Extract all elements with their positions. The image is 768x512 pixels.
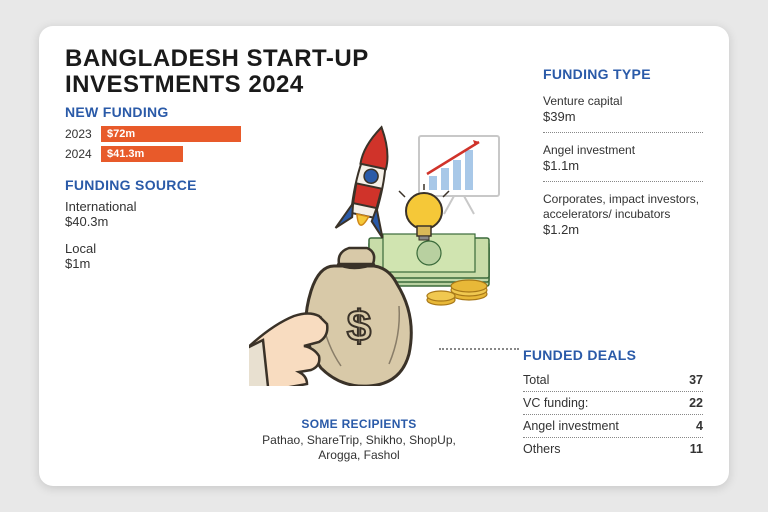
ft-item-vc: Venture capital $39m bbox=[543, 88, 703, 133]
bar-value-2023: $72m bbox=[107, 128, 135, 140]
funding-type-block: FUNDING TYPE Venture capital $39m Angel … bbox=[543, 66, 703, 249]
bar-row-2023: 2023 $72m bbox=[65, 126, 295, 142]
bar-2024: $41.3m bbox=[101, 146, 183, 162]
deals-label-vc: VC funding: bbox=[523, 396, 588, 410]
lightbulb-icon bbox=[399, 184, 449, 240]
bar-2023: $72m bbox=[101, 126, 241, 142]
deals-label-others: Others bbox=[523, 442, 561, 456]
funding-source-head: FUNDING SOURCE bbox=[65, 178, 295, 193]
connector-line bbox=[439, 348, 519, 350]
deals-row-total: Total 37 bbox=[523, 369, 703, 392]
ft-val-angel: $1.1m bbox=[543, 158, 703, 173]
svg-text:$: $ bbox=[347, 302, 371, 351]
fs-val-local: $1m bbox=[65, 256, 295, 271]
new-funding-head: NEW FUNDING bbox=[65, 104, 295, 120]
recipients-list: Pathao, ShareTrip, Shikho, ShopUp, Arogg… bbox=[249, 433, 469, 464]
ft-val-corp: $1.2m bbox=[543, 222, 703, 237]
left-column: NEW FUNDING 2023 $72m 2024 $41.3m FUNDIN… bbox=[65, 104, 295, 283]
deals-num-total: 37 bbox=[689, 373, 703, 387]
deals-num-others: 11 bbox=[690, 442, 703, 456]
recipients-block: SOME RECIPIENTS Pathao, ShareTrip, Shikh… bbox=[249, 417, 469, 464]
fs-val-intl: $40.3m bbox=[65, 214, 295, 229]
ft-item-corp: Corporates, impact investors, accelerato… bbox=[543, 186, 703, 245]
funding-source-block: FUNDING SOURCE International $40.3m Loca… bbox=[65, 178, 295, 271]
bar-year-2023: 2023 bbox=[65, 127, 101, 141]
rocket-icon bbox=[336, 122, 405, 238]
bar-row-2024: 2024 $41.3m bbox=[65, 146, 295, 162]
funded-deals-block: FUNDED DEALS Total 37 VC funding: 22 Ang… bbox=[523, 347, 703, 460]
deals-label-total: Total bbox=[523, 373, 549, 387]
cash-stack-icon bbox=[369, 234, 489, 286]
ft-val-vc: $39m bbox=[543, 109, 703, 124]
fs-label-local: Local bbox=[65, 241, 295, 256]
coins-icon bbox=[427, 280, 487, 305]
recipients-head: SOME RECIPIENTS bbox=[249, 417, 469, 431]
funded-deals-head: FUNDED DEALS bbox=[523, 347, 703, 363]
deals-num-vc: 22 bbox=[689, 396, 703, 410]
ft-label-vc: Venture capital bbox=[543, 94, 703, 109]
presentation-icon bbox=[419, 136, 499, 214]
deals-row-angel: Angel investment 4 bbox=[523, 415, 703, 438]
ft-label-angel: Angel investment bbox=[543, 143, 703, 158]
ft-label-corp: Corporates, impact investors, accelerato… bbox=[543, 192, 703, 222]
bar-value-2024: $41.3m bbox=[107, 148, 144, 160]
fs-item-local: Local $1m bbox=[65, 241, 295, 271]
fs-item-intl: International $40.3m bbox=[65, 199, 295, 229]
funding-type-head: FUNDING TYPE bbox=[543, 66, 703, 82]
ft-item-angel: Angel investment $1.1m bbox=[543, 137, 703, 182]
title-line-2: INVESTMENTS 2024 bbox=[65, 71, 304, 98]
fs-label-intl: International bbox=[65, 199, 295, 214]
infographic-card: BANGLADESH START-UP INVESTMENTS 2024 NEW… bbox=[39, 26, 729, 486]
deals-num-angel: 4 bbox=[696, 419, 703, 433]
deals-row-vc: VC funding: 22 bbox=[523, 392, 703, 415]
deals-row-others: Others 11 bbox=[523, 438, 703, 460]
bar-year-2024: 2024 bbox=[65, 147, 101, 161]
deals-label-angel: Angel investment bbox=[523, 419, 619, 433]
title-line-1: BANGLADESH START-UP bbox=[65, 45, 369, 72]
